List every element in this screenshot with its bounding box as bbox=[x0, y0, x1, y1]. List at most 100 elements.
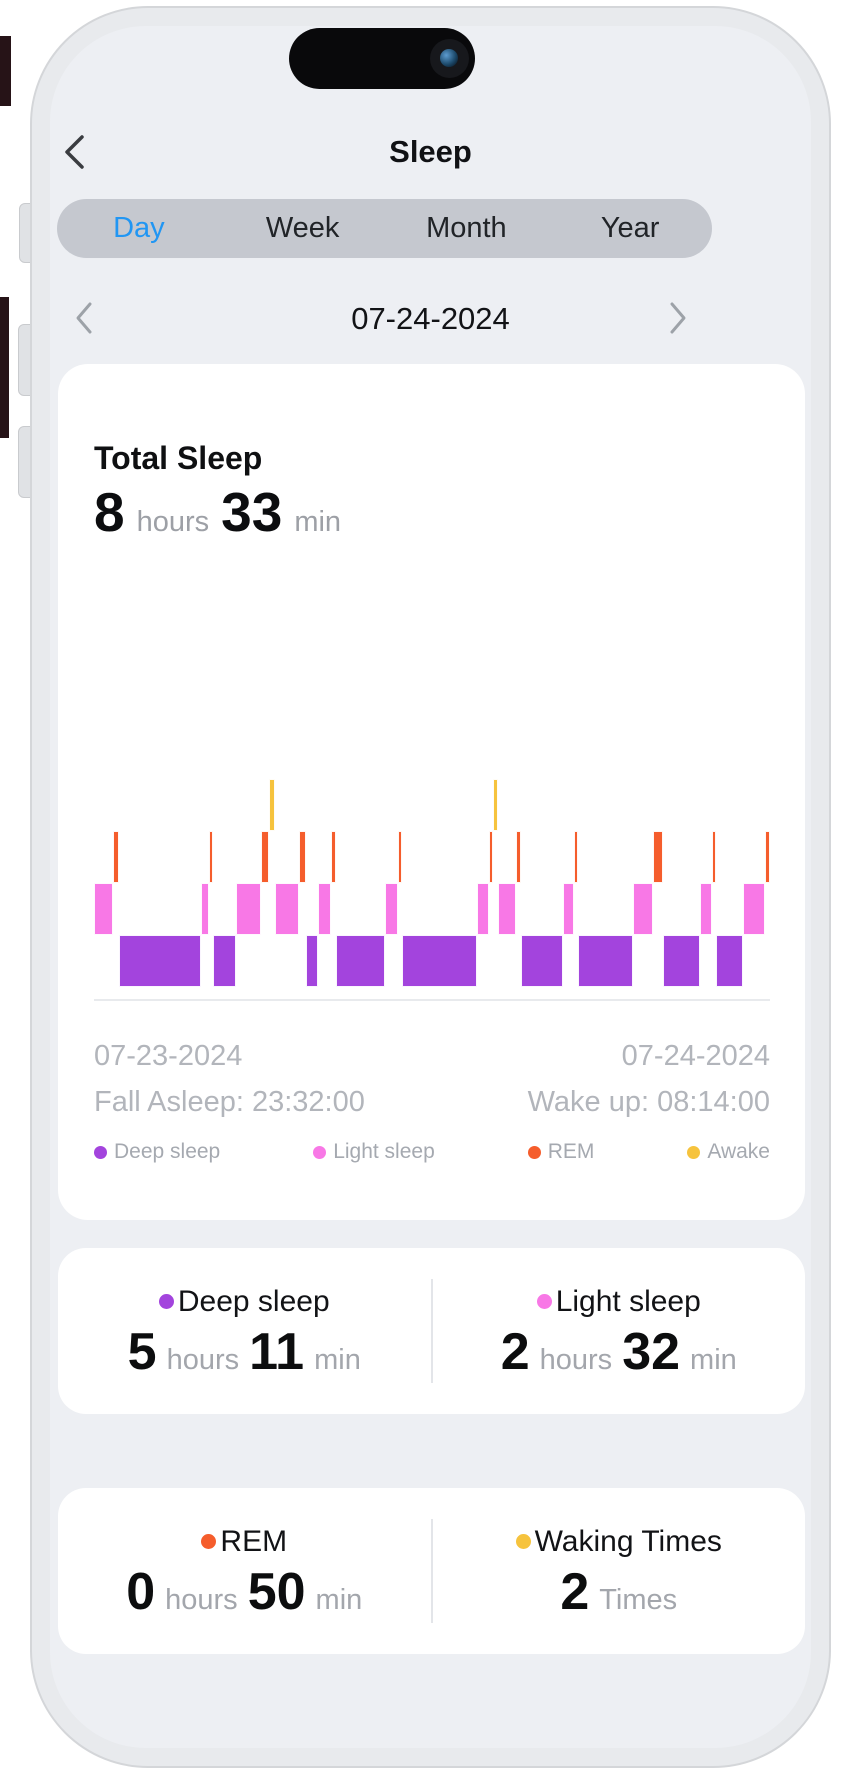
rem-stat: REM 0 hours 50 min bbox=[58, 1488, 431, 1654]
sleep-stage-segment-rem bbox=[764, 831, 770, 883]
stat-divider bbox=[430, 1279, 433, 1383]
rem-hours-unit: hours bbox=[165, 1583, 238, 1616]
sleep-stage-segment-rem bbox=[298, 831, 307, 883]
sleep-stage-segment-light bbox=[236, 883, 262, 935]
legend-item: REM bbox=[527, 1140, 595, 1164]
sleep-end-date: 07-24-2024 bbox=[621, 1040, 770, 1072]
sleep-stage-segment-deep bbox=[118, 935, 202, 987]
sleep-stage-segment-deep bbox=[715, 935, 743, 987]
chevron-left-icon bbox=[61, 132, 87, 172]
sleep-stage-segment-deep bbox=[306, 935, 319, 987]
tab-day[interactable]: Day bbox=[113, 212, 165, 244]
sleep-stage-segment-light bbox=[700, 883, 712, 935]
page-title: Sleep bbox=[389, 134, 472, 169]
legend-item: Deep sleep bbox=[94, 1140, 220, 1164]
deep-sleep-label: Deep sleep bbox=[177, 1284, 330, 1318]
light-sleep-minutes: 32 bbox=[622, 1322, 681, 1381]
tab-week[interactable]: Week bbox=[265, 212, 340, 244]
sleep-stage-segment-deep bbox=[213, 935, 237, 987]
sleep-start-date: 07-23-2024 bbox=[94, 1040, 243, 1072]
previous-day-button[interactable] bbox=[62, 296, 106, 340]
total-hours-unit: hours bbox=[136, 506, 210, 538]
rem-minutes-unit: min bbox=[315, 1583, 363, 1616]
legend-dot-icon bbox=[94, 1145, 107, 1159]
light-sleep-dot-icon bbox=[536, 1294, 552, 1309]
sleep-stage-segment-deep bbox=[578, 935, 633, 987]
background-edge-shape bbox=[0, 36, 11, 106]
total-sleep-title: Total Sleep bbox=[94, 440, 263, 476]
rem-minutes: 50 bbox=[247, 1562, 306, 1621]
tab-year[interactable]: Year bbox=[600, 212, 660, 244]
chart-dates-row: 07-23-2024 07-24-2024 bbox=[94, 1040, 770, 1073]
legend-item: Light sleep bbox=[313, 1140, 435, 1164]
deep-sleep-minutes: 11 bbox=[249, 1322, 305, 1381]
sleep-stage-segment-rem bbox=[209, 831, 214, 883]
sleep-stage-segment-rem bbox=[711, 831, 716, 883]
sleep-stage-segment-light bbox=[632, 883, 654, 935]
sleep-stage-segment-light bbox=[477, 883, 489, 935]
stat-divider bbox=[430, 1519, 433, 1623]
sleep-stage-segment-rem bbox=[113, 831, 119, 883]
sleep-stage-segment-light bbox=[562, 883, 575, 935]
waking-times-value: 2 bbox=[560, 1562, 590, 1621]
sleep-stage-segment-light bbox=[318, 883, 331, 935]
deep-sleep-minutes-unit: min bbox=[314, 1343, 361, 1376]
legend-label: REM bbox=[547, 1140, 595, 1163]
light-sleep-hours: 2 bbox=[500, 1322, 530, 1381]
sleep-stage-segment-rem bbox=[653, 831, 663, 883]
wake-up-time: Wake up: 08:14:00 bbox=[527, 1086, 770, 1118]
sleep-stage-segment-rem bbox=[398, 831, 403, 883]
rem-hours: 0 bbox=[126, 1562, 156, 1621]
sleep-stage-segment-light bbox=[498, 883, 517, 935]
legend-item: Awake bbox=[687, 1140, 770, 1164]
sleep-stage-segment-awake bbox=[492, 779, 499, 831]
deep-light-stats-card: Deep sleep 5 hours 11 min Light sleep 2 … bbox=[58, 1248, 805, 1414]
light-sleep-hours-unit: hours bbox=[539, 1343, 613, 1376]
sleep-stage-segment-light bbox=[275, 883, 299, 935]
awake-dot-icon bbox=[515, 1534, 531, 1549]
sleep-stage-segment-rem bbox=[261, 831, 269, 883]
period-segmented-control: Day Week Month Year bbox=[57, 199, 712, 258]
sleep-stage-segment-rem bbox=[488, 831, 493, 883]
sleep-stage-segment-awake bbox=[268, 779, 276, 831]
legend-dot-icon bbox=[313, 1145, 327, 1159]
total-sleep-value: 8 hours 33 min bbox=[94, 482, 341, 543]
total-hours-value: 8 bbox=[94, 481, 125, 543]
sleep-stage-segment-deep bbox=[521, 935, 563, 987]
sleep-stage-segment-deep bbox=[402, 935, 478, 987]
chevron-right-icon bbox=[667, 300, 689, 336]
legend-dot-icon bbox=[687, 1145, 701, 1159]
rem-label: REM bbox=[220, 1524, 288, 1558]
legend-label: Light sleep bbox=[333, 1140, 435, 1163]
chart-legend: Deep sleep Light sleep REM Awake bbox=[94, 1140, 770, 1164]
light-sleep-minutes-unit: min bbox=[690, 1343, 737, 1376]
background-edge-shape bbox=[0, 297, 9, 438]
total-minutes-unit: min bbox=[294, 506, 342, 538]
waking-times-unit: Times bbox=[599, 1583, 678, 1616]
rem-waking-stats-card: REM 0 hours 50 min Waking Times 2 Times bbox=[58, 1488, 805, 1654]
next-day-button[interactable] bbox=[656, 296, 700, 340]
sleep-stage-segment-rem bbox=[574, 831, 579, 883]
deep-sleep-dot-icon bbox=[158, 1294, 174, 1309]
light-sleep-label: Light sleep bbox=[555, 1284, 701, 1318]
tab-month[interactable]: Month bbox=[426, 212, 507, 244]
deep-sleep-hours-unit: hours bbox=[166, 1343, 240, 1376]
sleep-stage-segment-deep bbox=[662, 935, 701, 987]
legend-dot-icon bbox=[527, 1145, 541, 1159]
current-date-label: 07-24-2024 bbox=[351, 301, 510, 336]
deep-sleep-stat: Deep sleep 5 hours 11 min bbox=[58, 1248, 431, 1414]
sleep-stage-segment-light bbox=[201, 883, 210, 935]
legend-label: Awake bbox=[707, 1140, 770, 1163]
sleep-stage-segment-light bbox=[385, 883, 399, 935]
sleep-stage-segment-deep bbox=[336, 935, 386, 987]
light-sleep-stat: Light sleep 2 hours 32 min bbox=[433, 1248, 806, 1414]
deep-sleep-hours: 5 bbox=[127, 1322, 157, 1381]
sleep-stage-segment-rem bbox=[516, 831, 522, 883]
rem-dot-icon bbox=[201, 1534, 217, 1549]
back-button[interactable] bbox=[52, 130, 96, 174]
sleep-stage-segment-light bbox=[94, 883, 114, 935]
fall-asleep-time: Fall Asleep: 23:32:00 bbox=[94, 1086, 365, 1118]
camera-lens-icon bbox=[440, 49, 458, 67]
sleep-stage-segment-rem bbox=[330, 831, 337, 883]
